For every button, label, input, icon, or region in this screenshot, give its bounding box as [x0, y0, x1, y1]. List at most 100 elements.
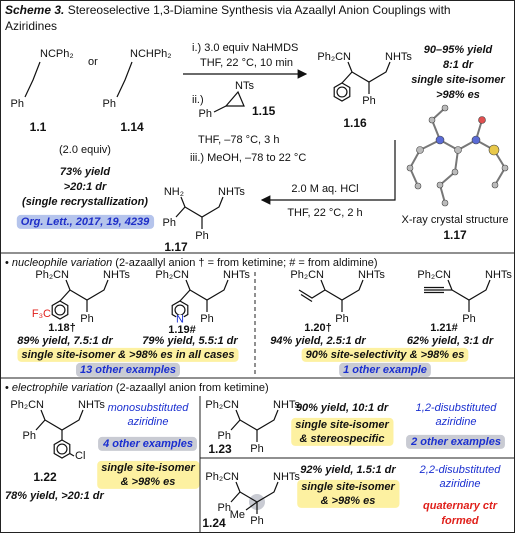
aromatic-circle	[336, 86, 348, 98]
bond	[320, 279, 364, 301]
result: 90–95% yield	[424, 44, 493, 56]
amine-label: Ph₂CN	[417, 269, 451, 281]
title-text: Aziridines	[5, 19, 57, 33]
heading-topic: nucleophile variation	[12, 257, 112, 269]
imine-label: NCPh₂	[40, 48, 74, 60]
compound-structure: Ph₂CN NHTs Ph F₃C	[32, 269, 131, 325]
summary: single site-isomer & >98% es in all case…	[21, 349, 234, 361]
examples: 2 other examples	[410, 436, 501, 448]
aryl-label: Ph	[80, 313, 93, 325]
result: (single recrystallization)	[22, 196, 148, 208]
aryl-label: Ph	[163, 217, 176, 229]
aryl-label: Ph	[218, 430, 231, 442]
compound-id: 1.18†	[48, 322, 76, 334]
compound-id: 1.20†	[304, 322, 332, 334]
heteroatom-label: N	[176, 313, 184, 325]
bullet: •	[5, 257, 9, 269]
amine-label: Ph₂CN	[317, 51, 351, 63]
sulfonamide-label: NHTs	[385, 51, 412, 63]
result: 62% yield, 3:1 dr	[407, 335, 494, 347]
compound-structure: Ph₂CN NHTs Ph	[417, 269, 512, 325]
bond	[69, 452, 75, 457]
aryl-label: Ph	[199, 108, 212, 120]
sulfonamide-label: NHTs	[273, 399, 300, 411]
benzene-ring	[53, 439, 71, 459]
selectivity: & stereospecific	[300, 433, 385, 445]
compound-id: 1.22	[33, 470, 57, 484]
amine-label: Ph₂CN	[205, 471, 239, 483]
amine-label: Ph₂CN	[205, 399, 239, 411]
compound-id: 1.1	[30, 120, 47, 134]
sulfonamide-label: NHTs	[485, 269, 512, 281]
compound-id: 1.16	[343, 116, 367, 130]
bond	[40, 409, 84, 431]
aziridine-type: monosubstituted	[108, 402, 190, 414]
aryl-label: Ph	[362, 95, 375, 107]
title-text: Stereoselective 1,3-Diamine Synthesis vi…	[68, 3, 451, 17]
amount: (2.0 equiv)	[59, 144, 111, 156]
aziridine-label: NTs	[235, 80, 254, 92]
highlight-box	[291, 417, 394, 446]
aryl-label: Ph	[200, 313, 213, 325]
sulfonamide-label: NHTs	[223, 269, 250, 281]
highlight-box	[16, 214, 155, 229]
examples: 4 other examples	[102, 438, 193, 450]
result: single site-isomer	[411, 74, 505, 86]
or-text: or	[88, 56, 98, 68]
imine-label: NCHPh₂	[130, 48, 172, 60]
note: formed	[441, 515, 479, 527]
title-label: Scheme 3.	[5, 3, 64, 17]
highlight-box	[97, 460, 200, 489]
bond	[298, 289, 326, 299]
result: >20:1 dr	[64, 181, 107, 193]
heading-note: (2-azaallyl anion from ketimine)	[116, 382, 269, 394]
compound-structure: Ph₂CN NHTs Ph Ph Me	[205, 471, 300, 527]
condition: 2.0 M aq. HCl	[291, 183, 358, 195]
aryl-label: Ph	[23, 430, 36, 442]
sulfonamide-label: NHTs	[273, 471, 300, 483]
result: 8:1 dr	[443, 59, 474, 71]
compound-id: 1.17	[443, 228, 467, 242]
amine-label: NH₂	[164, 186, 184, 198]
bond	[245, 501, 258, 511]
bullet: •	[5, 382, 9, 394]
condition: ii.)	[192, 94, 204, 106]
bond	[235, 481, 279, 503]
section-heading: • nucleophile variation (2-azaallyl anio…	[5, 257, 378, 269]
amine-label: Ph₂CN	[35, 269, 69, 281]
condition: i.) 3.0 equiv NaHMDS	[192, 42, 298, 54]
substituent-label: Me	[230, 509, 245, 521]
amine-label: Ph₂CN	[290, 269, 324, 281]
product-structure: Ph₂CN NHTs Ph	[317, 51, 412, 107]
condition: THF, 22 °C, 2 h	[287, 207, 362, 219]
selectivity-box: single site-isomer & >98% es	[301, 481, 395, 507]
sulfonamide-label: NHTs	[218, 186, 245, 198]
selectivity-box: single site-isomer & >98% es	[101, 462, 195, 488]
heading-topic: electrophile variation	[12, 382, 113, 394]
heading-note: (2-azaallyl anion † = from ketimine; # =…	[115, 257, 377, 269]
selectivity: single site-isomer	[301, 481, 395, 493]
aryl-label: Ph	[462, 313, 475, 325]
aziridine-type: 2,2-disubstituted	[419, 464, 502, 476]
result: 90% yield, 10:1 dr	[296, 402, 389, 414]
note: quaternary ctr	[423, 500, 498, 512]
compound-id: 1.15	[252, 104, 276, 118]
bond	[179, 289, 191, 302]
selectivity: & >98% es	[321, 495, 376, 507]
bond	[235, 409, 279, 431]
selectivity: single site-isomer	[295, 419, 389, 431]
highlight-box	[98, 436, 197, 451]
bond	[116, 61, 133, 98]
bond	[230, 491, 241, 503]
aziridine-type: aziridine	[440, 478, 481, 490]
bond	[213, 105, 227, 113]
compound-id: 1.19#	[168, 324, 196, 336]
condition: THF, –78 °C, 3 h	[198, 134, 279, 146]
xray-atoms	[406, 104, 509, 207]
aryl-label: Ph	[103, 98, 116, 110]
aryl-label: Ph	[250, 443, 263, 455]
aryl-label: Ph	[218, 502, 231, 514]
aziridine-type: aziridine	[128, 416, 169, 428]
result: >98% es	[436, 89, 480, 101]
